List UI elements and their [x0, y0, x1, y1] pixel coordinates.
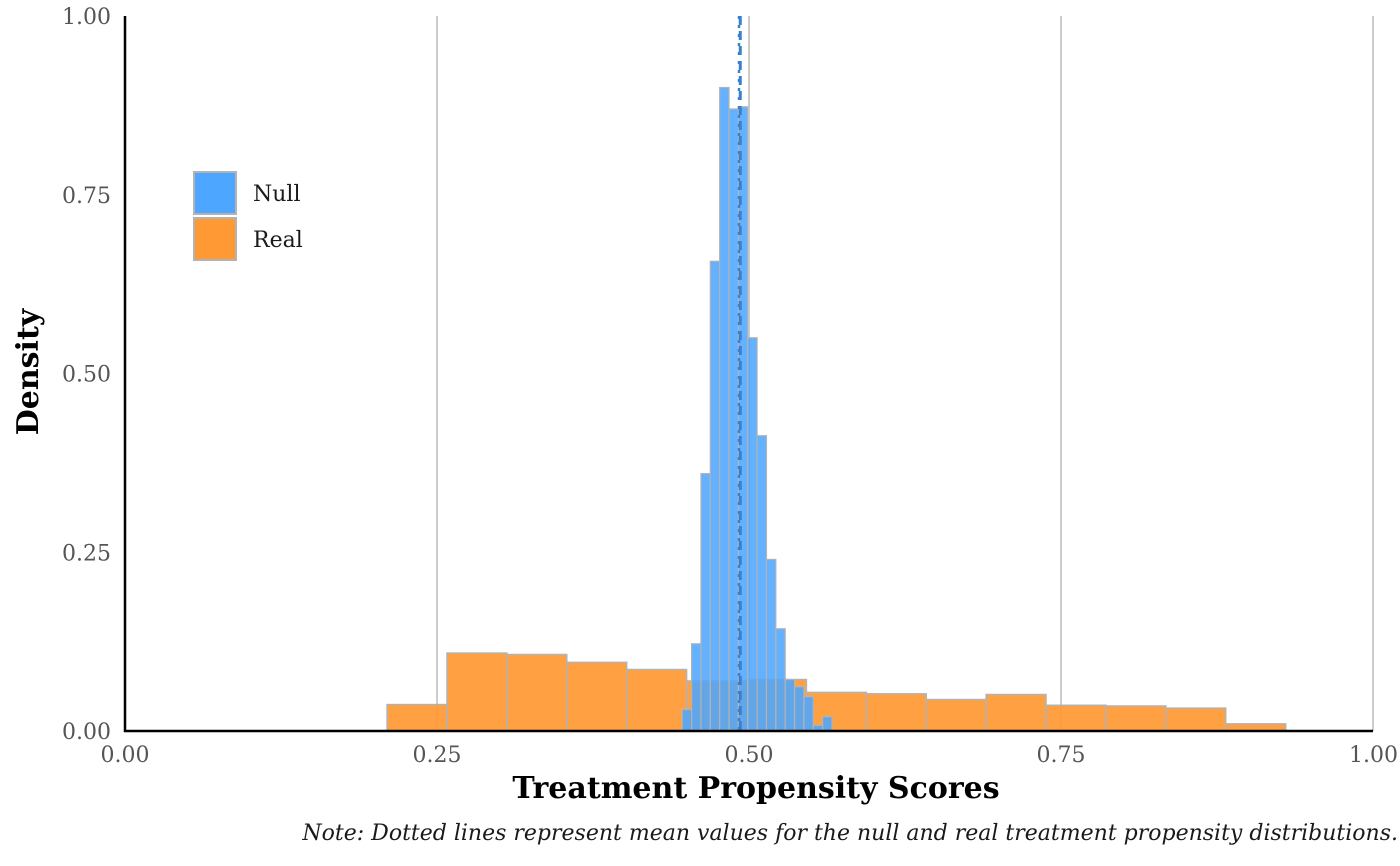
x-tick-label: 0.50 [725, 743, 774, 768]
gridlines [436, 16, 1374, 731]
y-tick-label: 1.00 [62, 5, 111, 30]
real-bar [865, 693, 927, 732]
real-bar [446, 652, 508, 732]
null-bar [775, 628, 786, 732]
real-bar [506, 653, 568, 732]
legend-null-label: Null [253, 182, 301, 207]
y-tick-label: 0.75 [62, 184, 111, 209]
y-tick-label: 0.00 [62, 720, 111, 745]
real-bar [566, 661, 628, 732]
x-tick-label: 0.75 [1037, 743, 1086, 768]
mean-lines [737, 16, 742, 731]
real-bar [1045, 704, 1107, 732]
null-bar [765, 558, 777, 732]
real-bar [805, 691, 868, 732]
null-bar [793, 686, 805, 732]
chart-note: Note: Dotted lines represent mean values… [301, 821, 1398, 846]
null-bar [756, 435, 768, 732]
null-bar [803, 696, 814, 732]
null-series-bars [681, 86, 833, 732]
x-axis-title: Treatment Propensity Scores [512, 771, 999, 806]
real-series-bars [386, 652, 1287, 732]
y-axis-title: Density [11, 307, 46, 435]
null-bar [700, 473, 711, 732]
real-bar [386, 703, 448, 732]
null-bar [719, 86, 730, 732]
legend-null-swatch [193, 171, 237, 215]
x-tick-labels: 0.00 0.25 0.50 0.75 1.00 [101, 743, 1398, 768]
null-bar [709, 260, 721, 732]
legend: Null Real [193, 171, 303, 261]
legend-real-swatch [193, 217, 237, 261]
axes [123, 16, 1373, 733]
y-tick-labels: 0.00 0.25 0.50 0.75 1.00 [62, 5, 111, 745]
null-bar [747, 337, 758, 732]
real-bar [985, 693, 1047, 732]
real-bar [925, 698, 987, 732]
null-bar [822, 716, 833, 732]
real-bar [1165, 707, 1227, 732]
null-bar [728, 108, 739, 732]
null-bar [690, 643, 702, 732]
null-bar [784, 678, 796, 732]
x-tick-label: 0.25 [413, 743, 462, 768]
x-tick-label: 0.00 [101, 743, 150, 768]
real-bar [1105, 705, 1167, 732]
x-tick-label: 1.00 [1349, 743, 1398, 768]
real-bar [625, 668, 688, 732]
y-tick-label: 0.50 [62, 363, 111, 388]
legend-real-label: Real [253, 228, 303, 253]
y-tick-label: 0.25 [62, 541, 111, 566]
null-bar [681, 708, 693, 732]
